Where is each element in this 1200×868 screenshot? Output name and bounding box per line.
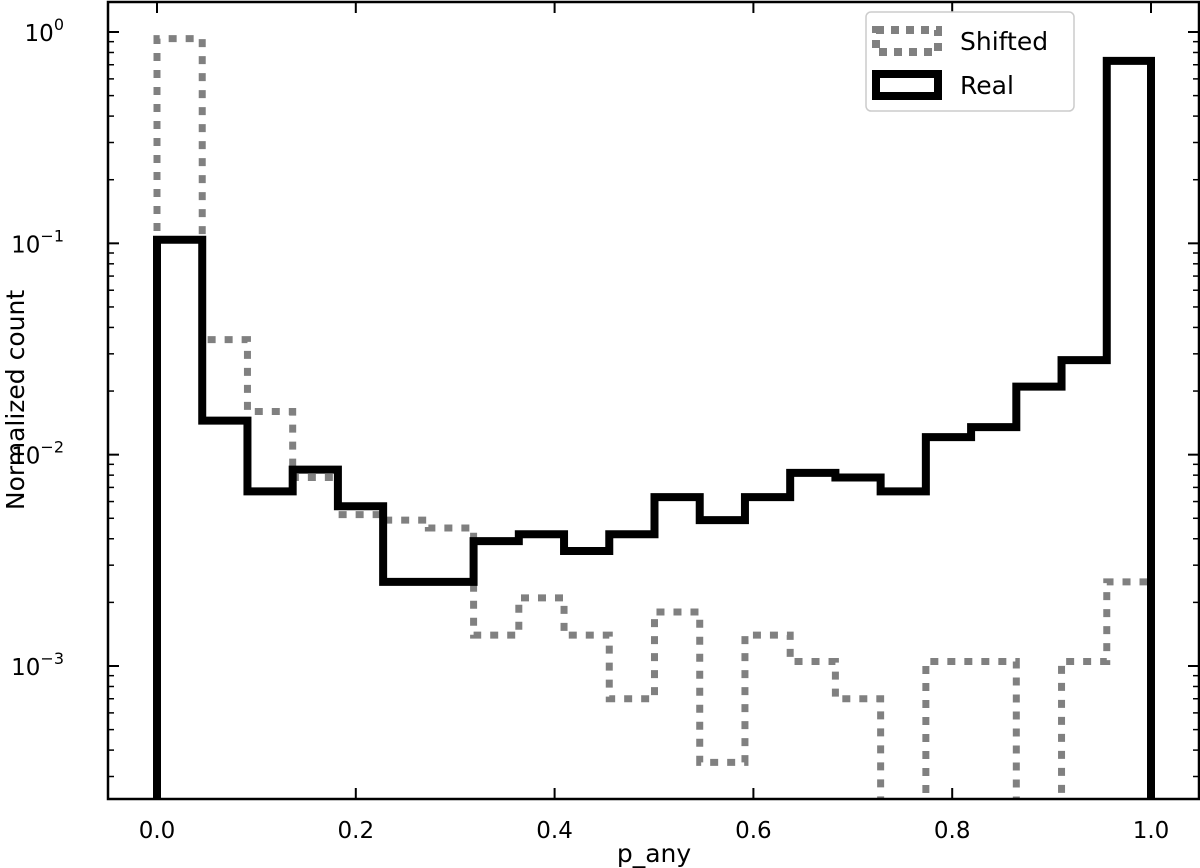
x-tick-label: 1.0: [1133, 818, 1170, 844]
y-tick-label: 100: [25, 15, 64, 47]
legend: Shifted Real: [865, 11, 1075, 112]
y-axis-title: Normalized count: [1, 290, 30, 510]
x-tick-label: 0.2: [338, 818, 375, 844]
x-tick-label: 0.4: [536, 818, 573, 844]
legend-box: [865, 11, 1075, 112]
y-tick-label: 10−1: [11, 226, 64, 258]
x-axis-title: p_any: [617, 839, 692, 868]
legend-swatch-real: [872, 70, 942, 100]
series-real-line: [153, 56, 1155, 799]
plot-frame: [106, 0, 1200, 801]
legend-label-real: Real: [960, 71, 1014, 100]
x-tick-label: 0.6: [735, 818, 772, 844]
legend-label-shifted: Shifted: [960, 27, 1048, 56]
y-tick-label: 10−3: [11, 649, 64, 681]
x-tick-label: 0.0: [139, 818, 176, 844]
x-tick-label: 0.8: [934, 818, 971, 844]
series-shifted-line: [153, 35, 1155, 799]
legend-swatch-shifted: [872, 26, 942, 56]
